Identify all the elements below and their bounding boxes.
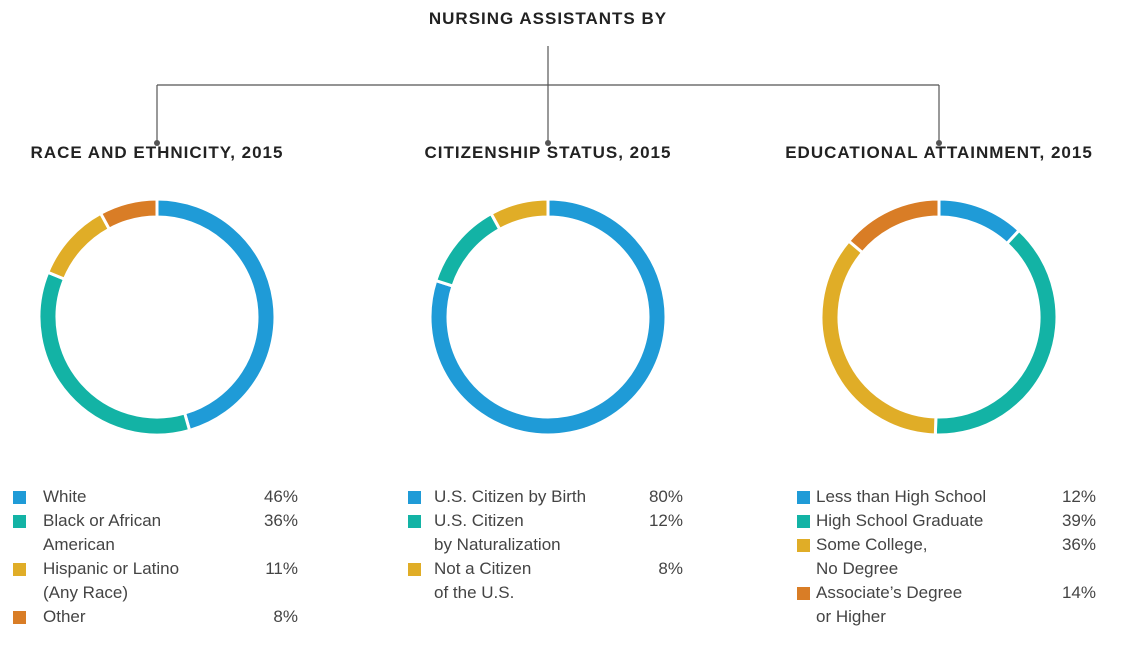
- donut-segment: [37, 270, 192, 437]
- connector: [156, 46, 940, 143]
- donut-segment: [155, 197, 277, 433]
- legend-swatch: [797, 491, 810, 504]
- legend-swatch: [13, 515, 26, 528]
- value-label: 12%: [1061, 487, 1096, 506]
- legend-swatch: [13, 491, 26, 504]
- donut-segment: [937, 197, 1022, 246]
- legend-swatch: [408, 563, 421, 576]
- chart-title: CITIZENSHIP STATUS, 2015: [424, 143, 672, 162]
- value-label: 36%: [1061, 535, 1096, 554]
- legend-label: Not a Citizen of the U.S.: [434, 559, 532, 602]
- legend-swatch: [797, 539, 810, 552]
- donut-segment: [489, 197, 550, 232]
- legend-label: U.S. Citizen by Naturalization: [434, 511, 561, 554]
- chart-title: RACE AND ETHNICITY, 2015: [30, 143, 284, 162]
- connector-dots: [154, 140, 942, 146]
- value-label: 12%: [648, 511, 683, 530]
- value-label: 36%: [263, 511, 298, 530]
- donut-segment: [433, 211, 502, 288]
- legend-label: U.S. Citizen by Birth: [434, 487, 587, 506]
- legend-label: Other: [43, 607, 86, 626]
- legend-label: Some College, No Degree: [816, 535, 928, 578]
- value-label: 11%: [265, 559, 298, 578]
- value-label: 8%: [658, 559, 683, 578]
- donut-segment: [45, 211, 112, 282]
- dot: [545, 140, 551, 146]
- value-label: 14%: [1061, 583, 1096, 602]
- legend-swatch: [13, 611, 26, 624]
- chart-title: EDUCATIONAL ATTAINMENT, 2015: [785, 143, 1093, 162]
- legend-swatch: [13, 563, 26, 576]
- donut-segment: [933, 228, 1059, 437]
- legend-label: Hispanic or Latino (Any Race): [43, 559, 180, 602]
- value-label: 8%: [273, 607, 298, 626]
- dot: [936, 140, 942, 146]
- value-label: 46%: [263, 487, 298, 506]
- legend-swatch: [408, 491, 421, 504]
- legend-label: High School Graduate: [816, 511, 984, 530]
- legend-label: Less than High School: [816, 487, 987, 506]
- donut-segment: [428, 197, 668, 437]
- value-label: 80%: [648, 487, 683, 506]
- donut-segment: [846, 197, 941, 255]
- donut-segment: [819, 238, 938, 437]
- legend-swatch: [797, 587, 810, 600]
- header-title: NURSING ASSISTANTS BY: [428, 9, 668, 28]
- legend-label: Black or African American: [43, 511, 162, 554]
- value-label: 39%: [1061, 511, 1096, 530]
- legend-label: Associate’s Degree or Higher: [816, 583, 963, 626]
- legend-label: White: [43, 487, 87, 506]
- dot: [154, 140, 160, 146]
- donut-segment: [98, 197, 159, 232]
- legend-swatch: [797, 515, 810, 528]
- legend-swatch: [408, 515, 421, 528]
